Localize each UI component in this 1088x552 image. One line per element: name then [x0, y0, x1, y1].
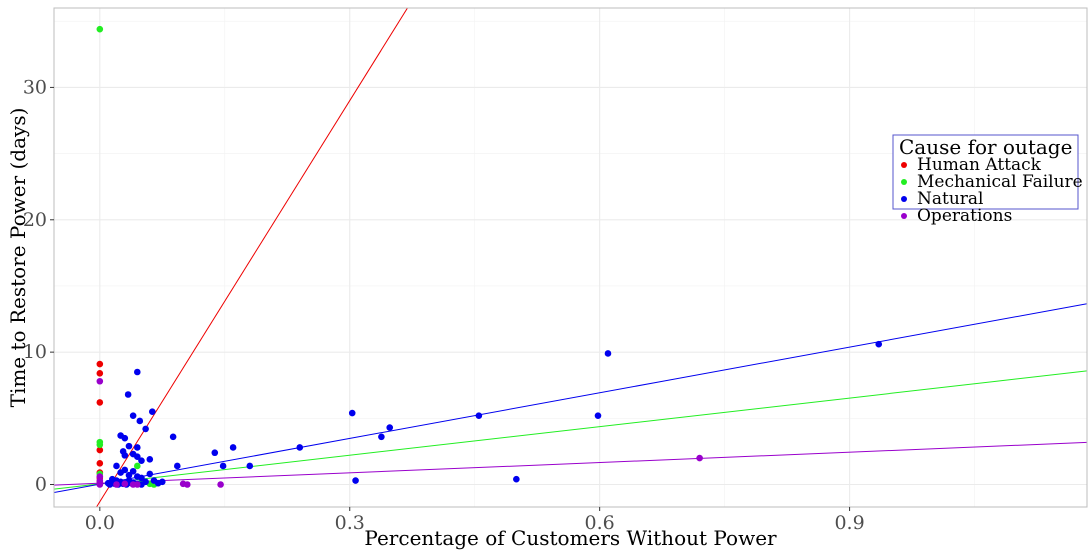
- point-natural: [246, 462, 254, 470]
- y-axis-ticks: 0 10 20 30: [23, 76, 54, 495]
- point-natural: [348, 409, 356, 417]
- point-natural: [594, 412, 602, 419]
- legend-label-operations: Operations: [917, 206, 1012, 226]
- x-axis-title: Percentage of Customers Without Power: [364, 526, 777, 550]
- legend-key-mechanical-failure: [901, 179, 907, 185]
- point-natural: [158, 478, 166, 486]
- legend: Cause for outage Human AttackMechanical …: [892, 134, 1083, 226]
- point-natural: [378, 433, 385, 441]
- point-natural: [134, 368, 141, 376]
- fit-line-human-attack: [95, 8, 409, 507]
- point-operations: [134, 481, 141, 488]
- fit-line-mechanical-failure: [54, 370, 1087, 490]
- point-operations: [96, 481, 104, 488]
- point-human-attack: [96, 360, 104, 368]
- legend-key-operations: [901, 213, 907, 219]
- grid-lines: [54, 8, 1087, 507]
- point-natural: [173, 462, 181, 470]
- y-tick-label: 30: [23, 76, 47, 98]
- point-natural: [124, 391, 132, 398]
- point-operations: [183, 481, 191, 488]
- point-natural: [146, 470, 154, 478]
- plot-border: [53, 7, 1088, 508]
- point-natural: [125, 442, 133, 450]
- legend-key-natural: [901, 196, 907, 202]
- point-human-attack: [96, 460, 104, 467]
- x-tick-label: 0.9: [834, 512, 864, 534]
- point-natural: [146, 456, 154, 463]
- point-natural: [513, 475, 520, 483]
- fit-line-operations: [54, 441, 1087, 486]
- y-tick-label: 0: [35, 473, 47, 495]
- point-natural: [125, 471, 133, 479]
- point-operations: [217, 481, 224, 488]
- point-mechanical-failure: [134, 462, 141, 470]
- point-natural: [129, 467, 137, 475]
- point-natural: [219, 462, 227, 470]
- point-operations: [113, 481, 120, 488]
- point-natural: [475, 412, 483, 419]
- legend-box: [892, 134, 1079, 210]
- point-human-attack: [96, 399, 104, 406]
- point-natural: [169, 433, 177, 441]
- point-mechanical-failure: [96, 441, 104, 449]
- point-natural: [136, 417, 144, 425]
- point-natural: [129, 412, 137, 419]
- point-natural: [296, 444, 304, 451]
- fit-line-natural: [54, 303, 1087, 493]
- point-natural: [229, 444, 237, 451]
- point-human-attack: [96, 370, 104, 377]
- point-natural: [142, 425, 149, 433]
- x-tick-label: 0.0: [85, 512, 115, 534]
- point-natural: [106, 481, 114, 488]
- point-natural: [117, 469, 124, 476]
- x-axis-ticks: 0.0 0.3 0.6 0.9: [85, 507, 865, 534]
- point-natural: [113, 462, 120, 470]
- point-natural: [604, 350, 612, 357]
- point-natural: [138, 474, 145, 482]
- y-tick-label: 20: [23, 209, 47, 231]
- point-natural: [121, 452, 129, 459]
- x-tick-label: 0.6: [585, 512, 615, 534]
- point-human-attack: [96, 446, 104, 454]
- y-axis-title: Time to Restore Power (days): [6, 108, 30, 408]
- legend-key-human-attack: [901, 162, 907, 168]
- x-tick-label: 0.3: [335, 512, 365, 534]
- point-operations: [696, 454, 703, 462]
- point-natural: [134, 453, 141, 461]
- point-operations: [121, 480, 129, 488]
- point-operations: [96, 377, 104, 385]
- point-mechanical-failure: [96, 25, 104, 33]
- legend-label-natural: Natural: [917, 189, 984, 209]
- legend-label-human-attack: Human Attack: [917, 155, 1042, 175]
- data-points: [96, 25, 883, 488]
- point-natural: [875, 340, 883, 348]
- point-natural: [134, 444, 141, 451]
- legend-label-mechanical-failure: Mechanical Failure: [917, 172, 1083, 192]
- legend-title: Cause for outage: [899, 135, 1072, 159]
- point-natural: [211, 449, 219, 457]
- point-natural: [121, 434, 129, 442]
- point-natural: [386, 424, 394, 431]
- point-natural: [352, 477, 359, 484]
- point-natural: [149, 408, 156, 416]
- regression-lines: [54, 8, 1087, 507]
- plot-background: [54, 8, 1087, 507]
- point-natural: [138, 457, 145, 464]
- y-tick-label: 10: [23, 341, 47, 363]
